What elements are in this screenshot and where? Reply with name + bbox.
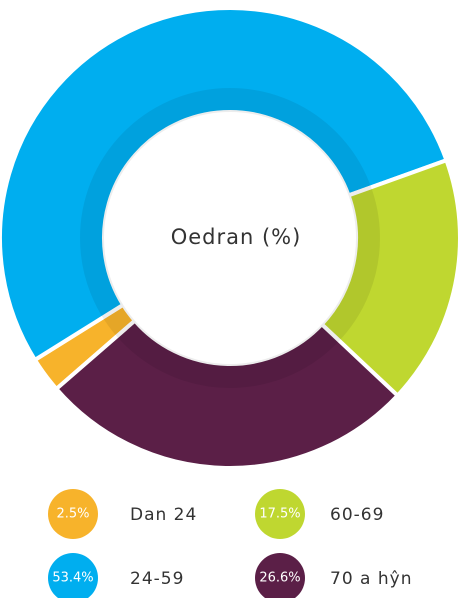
donut-segment <box>0 6 450 363</box>
chart-title: Oedran (%) <box>171 225 302 249</box>
legend-label: 24-59 <box>130 569 184 589</box>
donut-segment <box>53 317 401 470</box>
legend-swatch <box>48 553 98 598</box>
legend-label: 70 a hŷn <box>330 569 412 589</box>
legend-value-label: 26.6% <box>259 571 300 586</box>
legend-swatch <box>255 553 305 598</box>
legend-value-label: 17.5% <box>259 507 300 522</box>
legend-label: Dan 24 <box>130 505 197 525</box>
legend-swatch <box>48 489 98 539</box>
legend-swatch <box>255 489 305 539</box>
inner-shadow <box>80 88 380 388</box>
legend-value-label: 2.5% <box>56 507 89 522</box>
legend-label: 60-69 <box>330 505 384 525</box>
legend-value-label: 53.4% <box>52 571 93 586</box>
